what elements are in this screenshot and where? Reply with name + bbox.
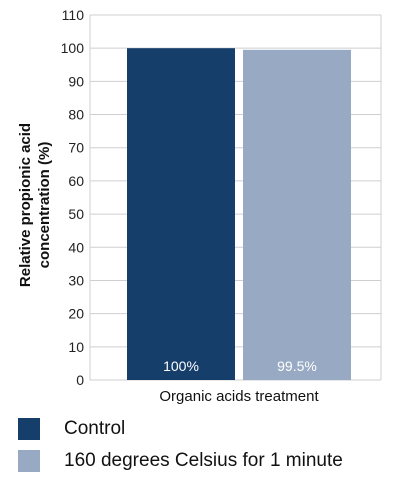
x-axis-title: Organic acids treatment: [159, 388, 319, 405]
y-axis-title: Relative propionic acid concentration (%…: [17, 123, 53, 287]
y-tick-label: 110: [62, 7, 85, 23]
y-tick-label: 80: [68, 107, 84, 123]
bar-heat-treatment: [243, 49, 351, 380]
bar-chart: 100% 99.5% 0 10 20 30 40 50 60 70 80 90 100 110 Rela…: [17, 7, 382, 405]
y-tick-labels: 0 10 20 30 40 50 60 70 80 90 100 110: [61, 7, 85, 388]
legend-item-heat-treatment: 160 degrees Celsius for 1 minute: [18, 446, 343, 476]
y-tick-label: 20: [68, 306, 84, 322]
legend: Control 160 degrees Celsius for 1 minute: [18, 414, 343, 478]
y-tick-label: 40: [68, 239, 84, 255]
y-axis-title-line-2: concentration (%): [36, 142, 53, 269]
y-axis-title-line-1: Relative propionic acid: [17, 123, 34, 287]
y-tick-label: 10: [68, 339, 84, 355]
legend-item-control: Control: [18, 414, 343, 444]
legend-label-heat-treatment: 160 degrees Celsius for 1 minute: [64, 450, 343, 471]
y-tick-label: 50: [68, 206, 84, 222]
bars: 100% 99.5%: [127, 48, 351, 380]
y-tick-label: 100: [61, 40, 85, 56]
y-tick-label: 70: [68, 140, 84, 156]
y-tick-label: 90: [68, 73, 84, 89]
legend-label-control: Control: [64, 418, 126, 439]
bar-control: [127, 48, 235, 380]
legend-swatch-heat-treatment: [18, 450, 40, 472]
y-tick-label: 60: [68, 173, 84, 189]
y-tick-label: 30: [68, 272, 84, 288]
bar-value-label: 100%: [163, 358, 199, 374]
legend-swatch-control: [18, 418, 40, 440]
bar-value-label: 99.5%: [277, 358, 317, 374]
y-tick-label: 0: [76, 372, 84, 388]
